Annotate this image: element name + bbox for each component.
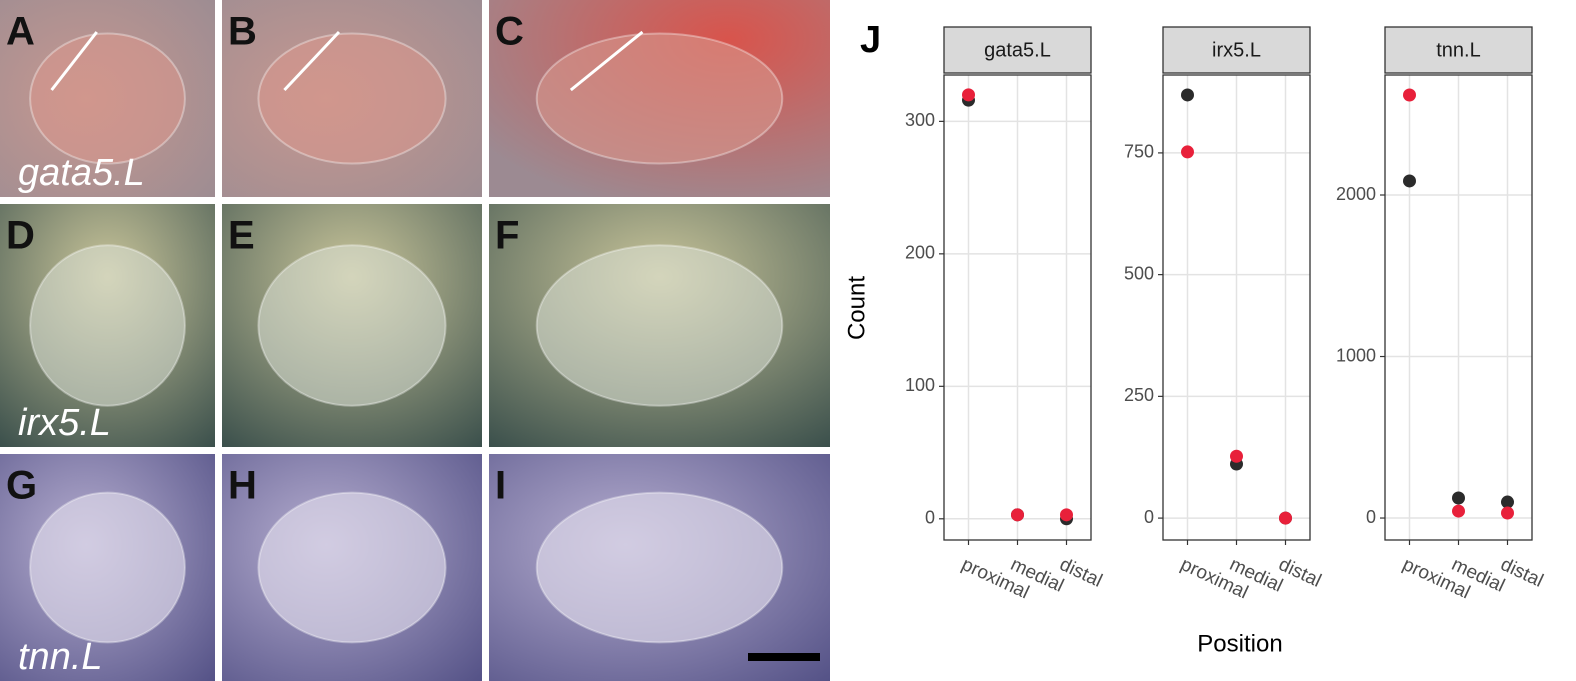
y-tick-label: 100 — [905, 375, 935, 395]
point — [1181, 88, 1194, 102]
strip — [1384, 26, 1533, 74]
panel-letter: J — [860, 19, 881, 61]
panel-letter: A — [6, 10, 35, 54]
panel-letter: B — [228, 10, 257, 54]
strip-title: gata5.L — [984, 39, 1051, 61]
limb-bud — [535, 491, 784, 644]
point — [1230, 449, 1243, 463]
arrow — [283, 30, 341, 92]
strip — [943, 26, 1092, 74]
point — [1501, 506, 1514, 520]
x-axis-title: Position — [1197, 630, 1282, 657]
strip — [1162, 26, 1311, 74]
limb-bud — [535, 32, 784, 165]
limb-bud — [535, 244, 784, 407]
arrow — [50, 31, 98, 91]
limb-bud — [29, 32, 186, 165]
point — [1279, 511, 1292, 525]
limb-bud — [257, 491, 447, 644]
panel-letter: H — [228, 464, 257, 508]
point — [1060, 508, 1073, 522]
point — [1403, 174, 1416, 188]
panel-letter: D — [6, 214, 35, 258]
limb-bud — [29, 491, 186, 644]
limb-bud — [257, 244, 447, 407]
panel-letter: I — [495, 464, 506, 508]
y-axis-title: Count — [843, 276, 870, 340]
point — [1403, 88, 1416, 102]
y-tick-label: 250 — [1124, 385, 1154, 405]
y-tick-label: 0 — [1144, 507, 1154, 527]
gene-label: gata5.L — [18, 152, 145, 194]
point — [1452, 504, 1465, 518]
point — [1011, 508, 1024, 522]
strip-title: irx5.L — [1212, 39, 1261, 61]
y-tick-label: 750 — [1124, 142, 1154, 162]
limb-bud — [29, 244, 186, 407]
point — [1452, 491, 1465, 505]
y-tick-label: 0 — [1366, 507, 1376, 527]
panel-border — [1384, 74, 1533, 541]
x-tick-label: distal — [1056, 554, 1105, 592]
panel-letter: E — [228, 214, 255, 258]
panel-border — [943, 74, 1092, 541]
panel-letter: C — [495, 10, 524, 54]
gene-label: irx5.L — [18, 402, 111, 444]
point — [1181, 145, 1194, 159]
arrow — [569, 30, 644, 92]
point — [962, 88, 975, 102]
y-tick-label: 200 — [905, 243, 935, 263]
panel-letter: G — [6, 464, 37, 508]
panel-letter: F — [495, 214, 519, 258]
scale-bar — [748, 653, 820, 661]
strip-title: tnn.L — [1436, 39, 1480, 61]
gene-label: tnn.L — [18, 636, 103, 678]
y-tick-label: 0 — [925, 508, 935, 528]
limb-bud — [257, 32, 447, 165]
x-tick-label: distal — [1497, 554, 1546, 592]
y-tick-label: 2000 — [1336, 184, 1376, 204]
panel-border — [1162, 74, 1311, 541]
point — [1501, 495, 1514, 509]
y-tick-label: 1000 — [1336, 345, 1376, 365]
y-tick-label: 300 — [905, 110, 935, 130]
y-tick-label: 500 — [1124, 263, 1154, 283]
x-tick-label: distal — [1275, 554, 1324, 592]
